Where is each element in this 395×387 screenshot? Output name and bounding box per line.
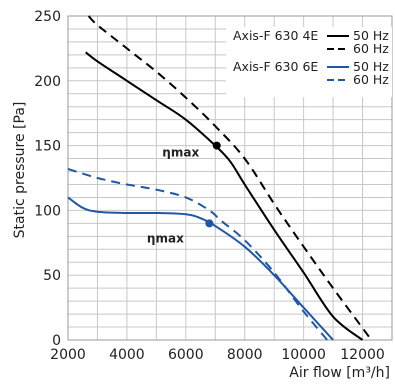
- x-tick-label: 6000: [168, 347, 204, 363]
- x-tick-label: 12000: [340, 347, 385, 363]
- legend-entry-label: 60 Hz: [353, 41, 389, 56]
- x-tick-label: 2000: [50, 347, 86, 363]
- legend-entry-label: 50 Hz: [353, 28, 389, 43]
- x-tick-label: 8000: [227, 347, 263, 363]
- series-line-4e_60: [87, 15, 373, 341]
- legend-model-label: Axis-F 630 4E: [233, 28, 318, 43]
- x-tick-label: 4000: [109, 347, 145, 363]
- axes: 2000 4000 6000 8000 10000 12000 0 50 100 150 200 25…: [12, 9, 390, 381]
- legend-model-label: Axis-F 630 6E: [233, 59, 318, 74]
- legend-entry-label: 60 Hz: [353, 72, 389, 87]
- series-line-6e_50: [67, 196, 334, 341]
- plot-frame: [67, 15, 393, 341]
- legend-box: [226, 27, 392, 97]
- x-tick-label: 10000: [281, 347, 326, 363]
- y-tick-label: 0: [52, 333, 61, 349]
- y-tick-label: 50: [43, 268, 61, 284]
- series-line-6e_60: [67, 167, 328, 341]
- x-axis-title: Air flow [m³/h]: [289, 365, 390, 381]
- eta-max-point: [212, 141, 221, 150]
- eta-max-point: [205, 219, 214, 228]
- series-line-4e_50: [85, 51, 364, 341]
- y-tick-label: 250: [34, 9, 61, 25]
- y-tick-label: 150: [34, 139, 61, 155]
- y-tick-label: 200: [34, 74, 61, 90]
- legend-entry-label: 50 Hz: [353, 59, 389, 74]
- y-axis-title: Static pressure [Pa]: [12, 102, 28, 239]
- marker-layer: ηmax ηmax: [147, 141, 221, 245]
- eta-max-label: ηmax: [147, 231, 184, 245]
- y-tick-label: 100: [34, 203, 61, 219]
- series-layer: [67, 15, 373, 341]
- eta-max-label: ηmax: [162, 146, 199, 160]
